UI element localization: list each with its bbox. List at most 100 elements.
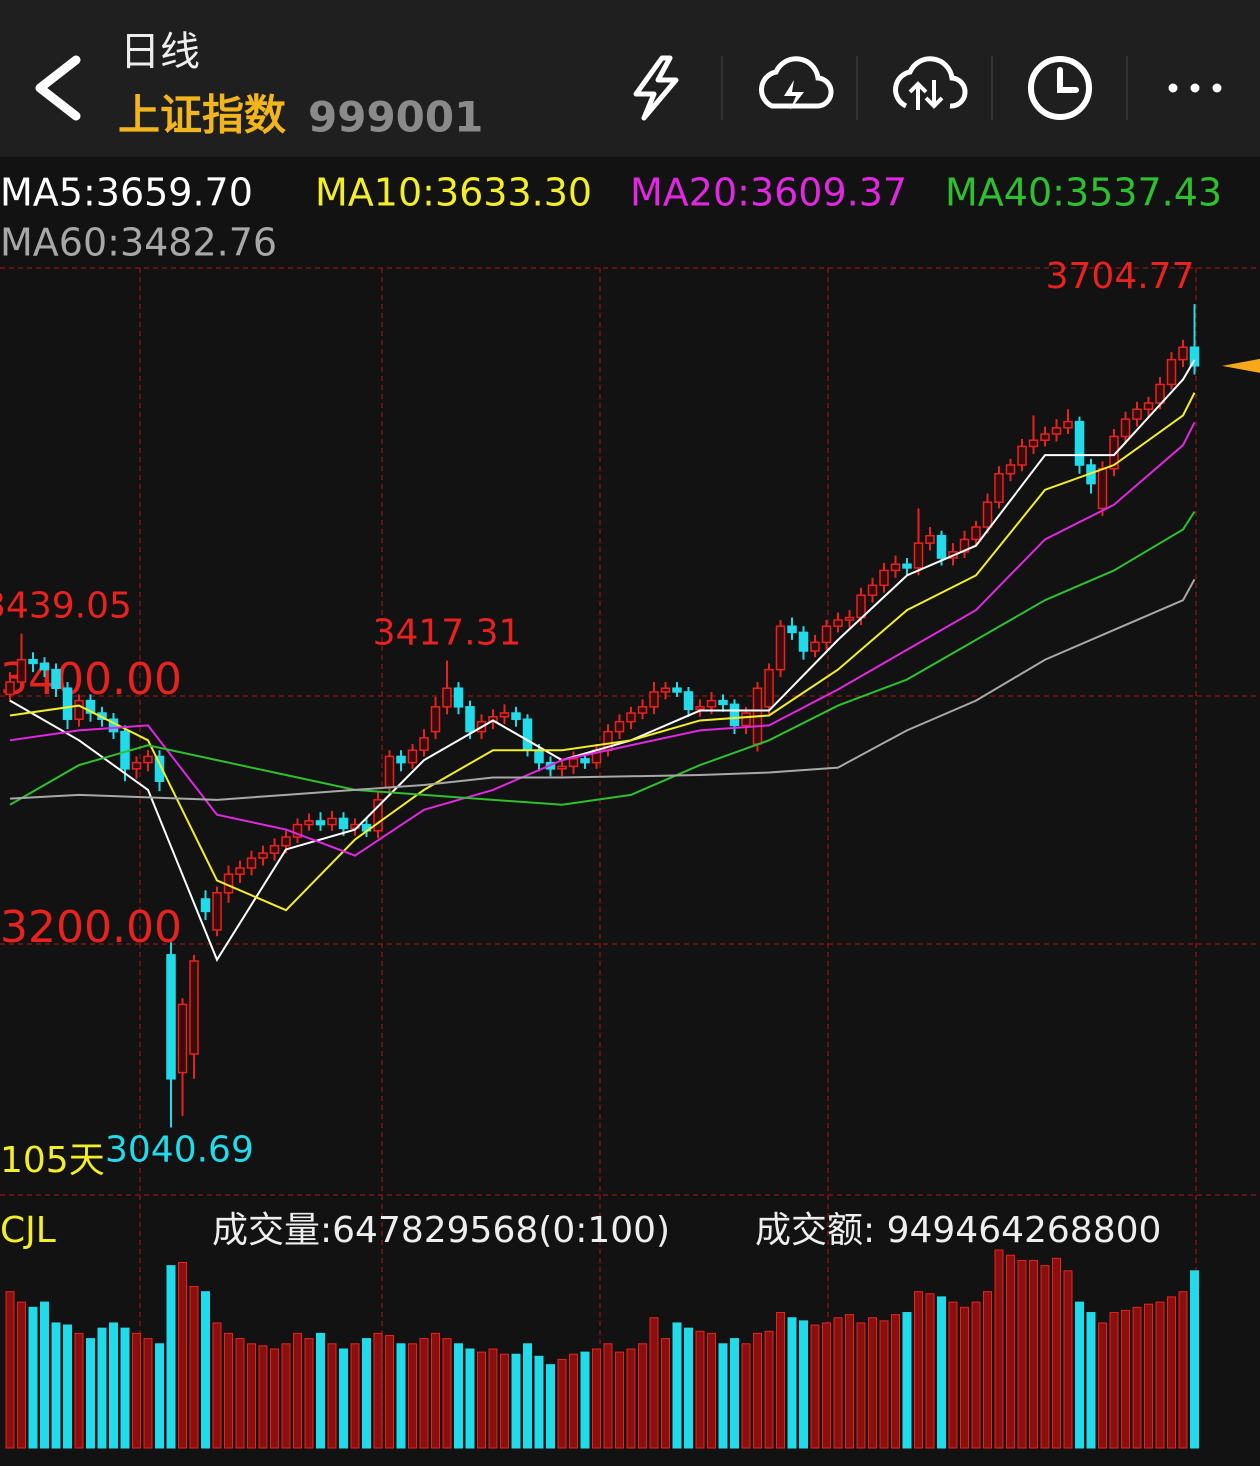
more-button[interactable] [1168, 83, 1222, 93]
volume-bar [465, 1348, 475, 1449]
candle-body [798, 631, 809, 652]
candle-body [1005, 464, 1016, 475]
candle-body [925, 534, 935, 544]
volume-bar [741, 1343, 751, 1449]
candle-body [568, 758, 579, 768]
volume-bar [615, 1351, 624, 1449]
volume-bar [86, 1338, 95, 1449]
candle-body [649, 691, 659, 708]
volume-bar [1132, 1306, 1142, 1449]
ma-line [9, 578, 1196, 801]
volume-bar [1178, 1291, 1188, 1449]
ma-legend: MA10:3633.30 [315, 171, 592, 215]
volume-bar [511, 1353, 521, 1449]
history-icon[interactable] [1028, 56, 1092, 120]
volume-bar [971, 1301, 981, 1449]
volume-bar [1040, 1265, 1050, 1449]
volume-bar [212, 1322, 222, 1449]
low-label: 3040.69 [105, 1130, 254, 1171]
volume-bar [120, 1327, 130, 1449]
candle-body [1155, 383, 1165, 404]
volume-bar [753, 1332, 762, 1449]
volume-bar [879, 1320, 889, 1449]
volume-bar [1167, 1296, 1176, 1449]
volume-bar [1063, 1270, 1073, 1449]
index-code: 999001 [308, 93, 483, 142]
volume-bar [1121, 1309, 1130, 1449]
candle-body [637, 706, 648, 714]
volume-bar [557, 1358, 567, 1449]
volume-bar [166, 1265, 176, 1449]
back-button[interactable] [35, 55, 81, 121]
candle-body [154, 755, 165, 782]
candle-body [177, 1003, 188, 1074]
ma-legend: MA5:3659.70 [0, 171, 253, 215]
candle-body [913, 542, 924, 569]
volume-bar [661, 1338, 670, 1449]
cloud-sync-arrows [908, 80, 944, 110]
candle-body [695, 706, 705, 711]
candle-body [1017, 445, 1027, 466]
candle-body [384, 755, 395, 789]
last-price-marker [1222, 358, 1260, 373]
volume-title: CJL [0, 1210, 56, 1251]
volume-bar [546, 1364, 555, 1449]
candle-body [810, 641, 820, 652]
candle-body [683, 691, 694, 711]
volume-bar [810, 1324, 820, 1449]
volume-bar [500, 1353, 509, 1449]
candle-body [1097, 468, 1108, 510]
flash-icon[interactable] [633, 55, 679, 121]
candle-body [1120, 418, 1131, 438]
volume-text: 成交量:647829568(0:100) [212, 1210, 670, 1251]
volume-bar [534, 1355, 544, 1449]
volume-bar [362, 1338, 371, 1449]
volume-bar [201, 1291, 210, 1449]
candle-body [166, 954, 176, 1080]
volume-bar [189, 1285, 199, 1449]
ma-legend: MA60:3482.76 [0, 221, 277, 265]
cloud-sync-icon[interactable] [893, 56, 968, 109]
candle-body [959, 538, 970, 553]
candle-body [1143, 402, 1154, 410]
candle-body [890, 563, 901, 572]
volume-bar [914, 1291, 923, 1449]
candle-body [235, 867, 245, 875]
candle-body [626, 712, 636, 723]
candle-body [430, 706, 441, 733]
candle-body [775, 625, 786, 671]
volume-bar [270, 1348, 279, 1449]
volume-bar [684, 1327, 693, 1449]
index-name: 上证指数 [118, 91, 286, 140]
candle-body [764, 668, 774, 708]
volume-bar [419, 1338, 429, 1449]
volume-bar [385, 1334, 394, 1449]
candle-body [1166, 358, 1177, 386]
high-label: 3417.31 [373, 613, 522, 654]
volume-bar [925, 1293, 935, 1449]
volume-bar [454, 1343, 463, 1449]
volume-bar [477, 1351, 486, 1449]
candle-body [246, 857, 257, 869]
volume-bar [339, 1348, 348, 1449]
candle-body [51, 668, 61, 689]
volume-bar [960, 1306, 969, 1449]
candle-body [821, 625, 832, 644]
volume-bar [1017, 1259, 1027, 1449]
volume-bar [672, 1322, 682, 1449]
high-label: 3704.77 [1046, 256, 1195, 297]
candle-body [1109, 435, 1119, 470]
volume-bar [868, 1317, 877, 1449]
candle-body [867, 584, 878, 596]
volume-bar [258, 1345, 268, 1449]
volume-bar [109, 1322, 118, 1449]
volume-bar [603, 1343, 613, 1449]
candle-body [62, 687, 73, 720]
candle-body [1051, 427, 1062, 435]
candle-body [718, 699, 728, 706]
y-tick-label: 3200.00 [0, 902, 182, 953]
cloud-flash-icon[interactable] [759, 56, 834, 109]
candle-body [338, 817, 349, 830]
volume-bar [40, 1301, 49, 1449]
candle-body [258, 852, 268, 859]
